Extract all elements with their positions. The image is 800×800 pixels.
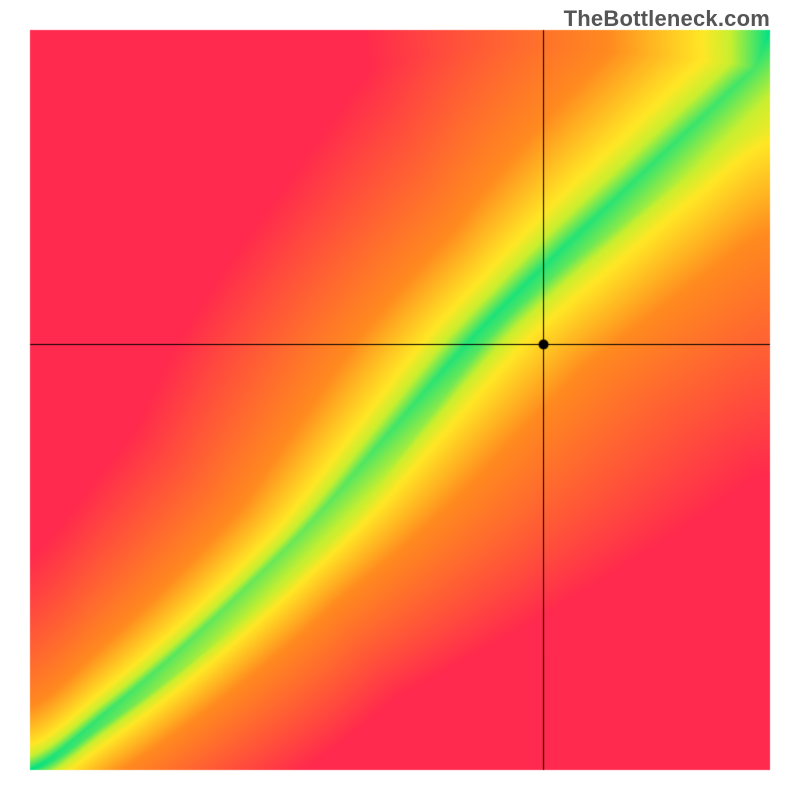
chart-container: TheBottleneck.com [0,0,800,800]
heatmap-canvas [0,0,800,800]
watermark-text: TheBottleneck.com [564,6,770,32]
